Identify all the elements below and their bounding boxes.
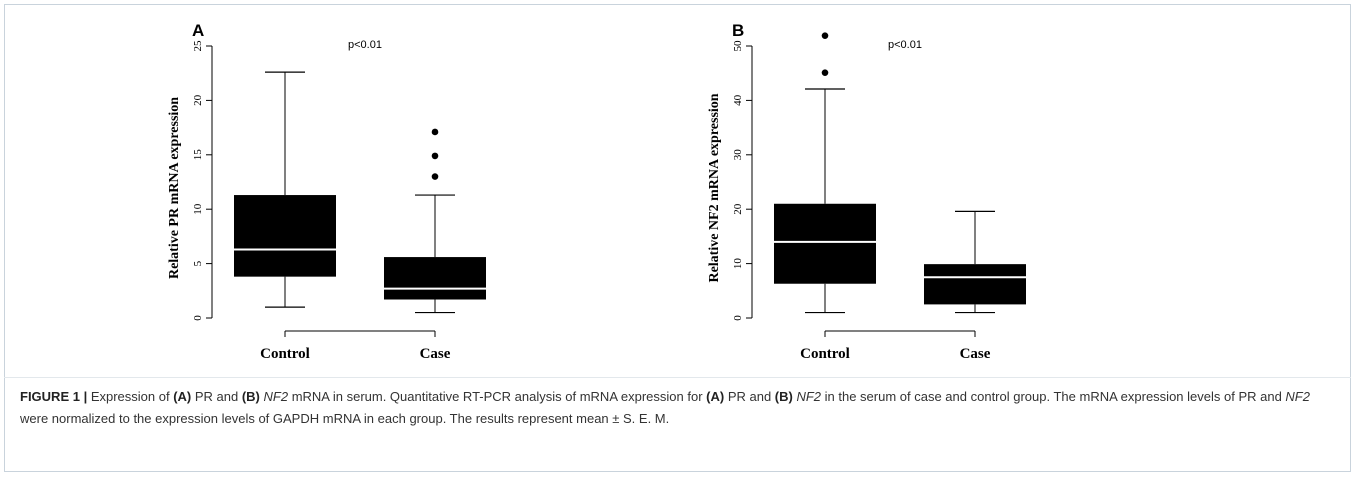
caption-ref-a: (A) <box>173 389 192 404</box>
caption-ref-a: (A) <box>706 389 725 404</box>
caption-divider <box>4 377 1351 378</box>
box-iqr <box>234 195 336 277</box>
caption-ref-b: (B) <box>241 389 260 404</box>
box-iqr <box>924 264 1026 305</box>
p-value-label: p<0.01 <box>888 39 922 51</box>
p-value-label: p<0.01 <box>348 39 382 51</box>
y-tick-label: 10 <box>192 203 204 215</box>
caption-ref-b: (B) <box>774 389 793 404</box>
caption-text: PR and <box>191 389 242 404</box>
y-tick-label: 50 <box>732 40 744 52</box>
box-iqr <box>384 257 486 300</box>
y-axis-label: Relative PR mRNA expression <box>167 97 182 279</box>
panel-letter: B <box>732 21 744 40</box>
y-tick-label: 0 <box>732 315 744 321</box>
caption-gene: NF2 <box>796 389 822 404</box>
y-tick-label: 5 <box>192 260 204 266</box>
figure-frame <box>4 4 1351 472</box>
y-tick-label: 15 <box>192 149 204 161</box>
figure-caption: FIGURE 1 | Expression of (A) PR and (B) … <box>20 386 1338 430</box>
caption-text: in the serum of case and control group. … <box>821 389 1286 404</box>
y-tick-label: 20 <box>732 203 744 215</box>
outlier-point <box>821 69 829 76</box>
y-tick-label: 10 <box>732 258 744 270</box>
panel-a-chart: Ap<0.01 0 5 10 15 20 25 Relative PR mRNA expres… <box>167 21 486 362</box>
caption-gene: NF2 <box>263 389 289 404</box>
x-category-label: Case <box>960 346 991 362</box>
y-axis-label: Relative NF2 mRNA expression <box>707 93 722 282</box>
panel-letter: A <box>192 21 204 40</box>
caption-text: PR and <box>724 389 775 404</box>
y-tick-label: 40 <box>732 94 744 106</box>
caption-text: were normalized to the expression levels… <box>20 411 670 426</box>
outlier-point <box>431 128 439 136</box>
y-tick-label: 25 <box>192 40 204 52</box>
y-tick-label: 30 <box>732 149 744 161</box>
y-tick-label: 20 <box>192 94 204 106</box>
panel-b-chart: Bp<0.01 0 10 20 30 40 50 Relative NF2 mRNA expr… <box>707 21 1026 362</box>
caption-text: mRNA in serum. Quantitative RT-PCR analy… <box>288 389 707 404</box>
caption-label: FIGURE 1 | <box>20 389 88 404</box>
x-category-label: Control <box>260 346 310 362</box>
y-tick-label: 0 <box>192 315 204 321</box>
box-iqr <box>774 203 876 284</box>
x-category-label: Case <box>420 346 451 362</box>
caption-text: Expression of <box>87 389 174 404</box>
caption-gene: NF2 <box>1285 389 1310 404</box>
outlier-point <box>431 152 439 160</box>
x-category-label: Control <box>800 346 850 362</box>
outlier-point <box>821 32 829 39</box>
outlier-point <box>431 173 439 180</box>
